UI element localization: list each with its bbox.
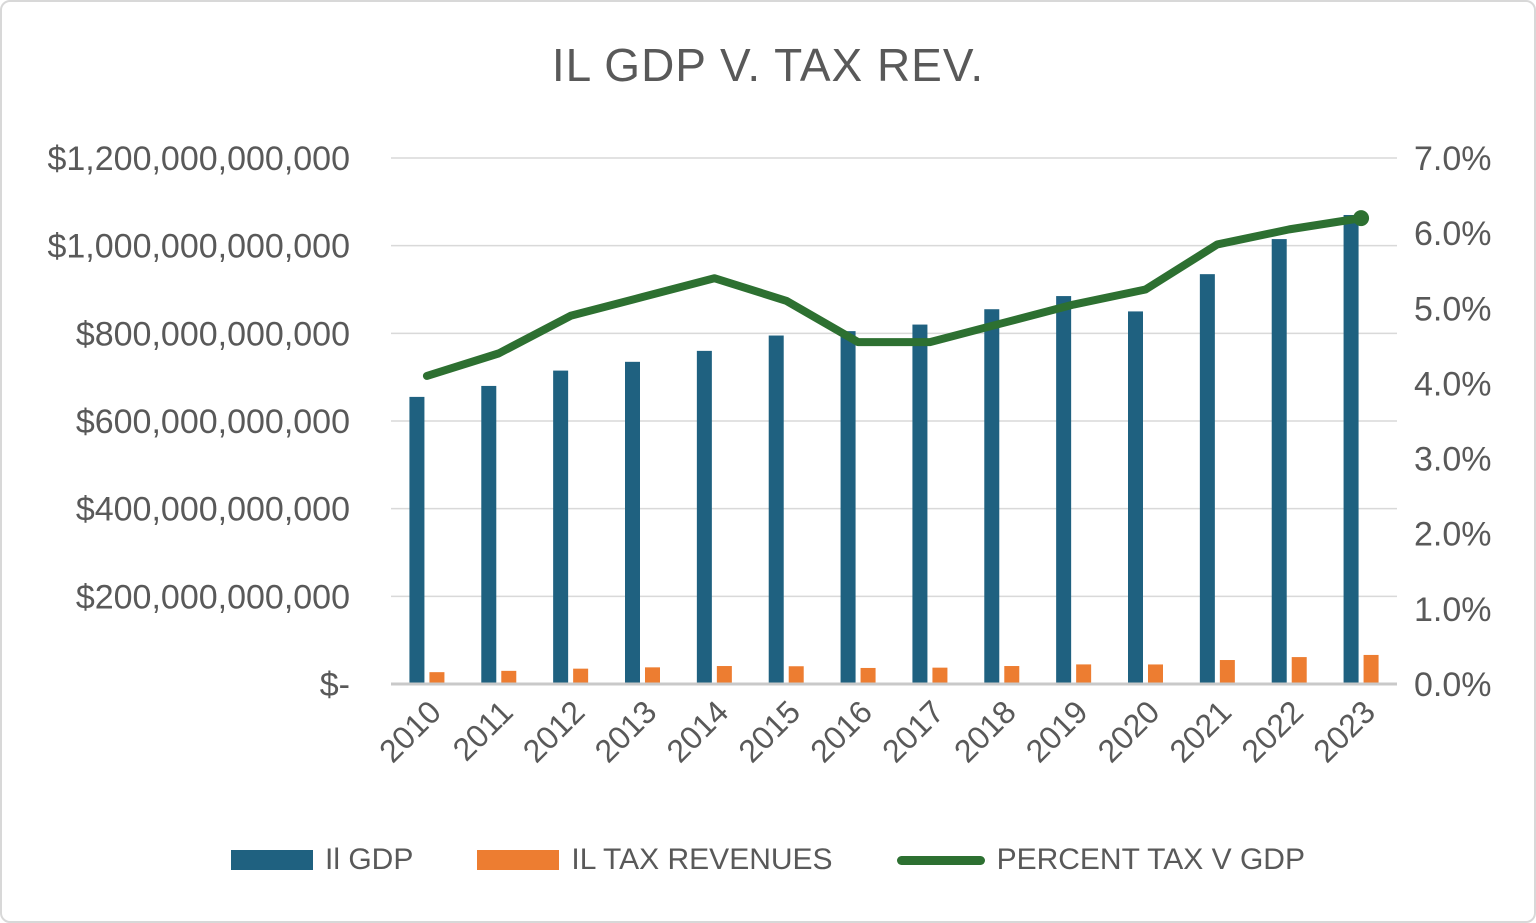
tax-bar: [1148, 664, 1163, 684]
secondary-axis-tick: 0.0%: [1414, 666, 1492, 704]
tax-bar: [1363, 654, 1379, 684]
legend-label-percent: PERCENT TAX V GDP: [996, 843, 1305, 876]
gdp-bar: [768, 335, 784, 684]
gdp-swatch-icon: [231, 850, 313, 870]
tax-bar: [429, 672, 445, 684]
legend: Il GDP IL TAX REVENUES PERCENT TAX V GDP: [2, 843, 1534, 877]
gdp-bar: [1056, 296, 1072, 684]
tax-bar: [860, 667, 876, 684]
x-axis-year-label: 2022: [1234, 693, 1310, 769]
gdp-bar: [625, 361, 640, 684]
legend-label-gdp: Il GDP: [325, 843, 414, 876]
legend-item-percent: PERCENT TAX V GDP: [896, 843, 1305, 877]
tax-bar: [645, 667, 660, 684]
percent-line: [422, 214, 1366, 380]
gdp-bar: [553, 370, 569, 684]
x-axis-year-label: 2014: [660, 693, 736, 769]
secondary-axis-tick: 3.0%: [1414, 441, 1492, 479]
legend-label-tax: IL TAX REVENUES: [571, 843, 833, 876]
gdp-bar: [409, 396, 425, 684]
secondary-axis-tick: 1.0%: [1414, 591, 1492, 629]
percent-line-marker-icon: [896, 855, 985, 865]
chart-title: IL GDP V. TAX REV.: [551, 39, 985, 91]
primary-axis-tick: $1,000,000,000,000: [47, 228, 350, 266]
primary-axis-tick: $200,000,000,000: [76, 578, 350, 616]
x-axis-year-label: 2019: [1019, 693, 1095, 769]
secondary-axis-tick: 7.0%: [1414, 140, 1492, 178]
tax-bar: [932, 667, 948, 684]
legend-item-tax: IL TAX REVENUES: [477, 843, 833, 877]
x-axis-year-label: 2023: [1306, 693, 1382, 769]
gdp-bar: [1128, 311, 1143, 684]
tax-bar: [1076, 664, 1092, 684]
x-axis-year-label: 2012: [516, 693, 592, 769]
x-axis-year-label: 2017: [875, 693, 951, 769]
primary-axis-tick: $800,000,000,000: [76, 315, 350, 353]
gdp-bar: [481, 385, 497, 684]
tax-bar: [1004, 666, 1020, 684]
tax-swatch-icon: [477, 850, 560, 870]
tax-bar: [716, 666, 732, 684]
x-axis-year-label: 2010: [372, 693, 448, 769]
primary-axis-tick: $600,000,000,000: [76, 403, 350, 441]
primary-axis-tick: $1,200,000,000,000: [47, 140, 350, 178]
gdp-bar: [696, 350, 712, 684]
gdp-bar: [912, 324, 928, 684]
tax-bar: [1219, 660, 1235, 684]
primary-axis-tick: $400,000,000,000: [76, 491, 350, 529]
x-axis-year-label: 2021: [1163, 693, 1239, 769]
x-axis-year-label: 2018: [947, 693, 1023, 769]
gdp-bar: [1343, 214, 1359, 684]
x-axis-year-label: 2020: [1091, 693, 1167, 769]
x-axis-year-label: 2011: [446, 693, 520, 767]
gdp-bar: [840, 331, 856, 684]
primary-axis-tick: $-: [320, 666, 350, 704]
tax-bar: [788, 666, 804, 684]
secondary-axis-tick: 6.0%: [1414, 215, 1492, 253]
gdp-bar: [984, 309, 1000, 684]
secondary-axis-tick: 5.0%: [1414, 290, 1492, 328]
secondary-axis-tick: 2.0%: [1414, 516, 1492, 554]
tax-bar: [573, 668, 589, 684]
secondary-axis-tick: 4.0%: [1414, 365, 1492, 403]
x-axis-year-label: 2013: [588, 693, 664, 769]
tax-bar: [1291, 657, 1307, 684]
legend-item-gdp: Il GDP: [231, 843, 413, 877]
x-axis-year-label: 2016: [803, 693, 879, 769]
tax-bar: [501, 670, 517, 684]
x-axis-year-label: 2015: [731, 693, 807, 769]
percent-line-end-dot: [1353, 210, 1370, 227]
gdp-bar: [1271, 239, 1287, 684]
gdp-bar: [1199, 274, 1215, 684]
